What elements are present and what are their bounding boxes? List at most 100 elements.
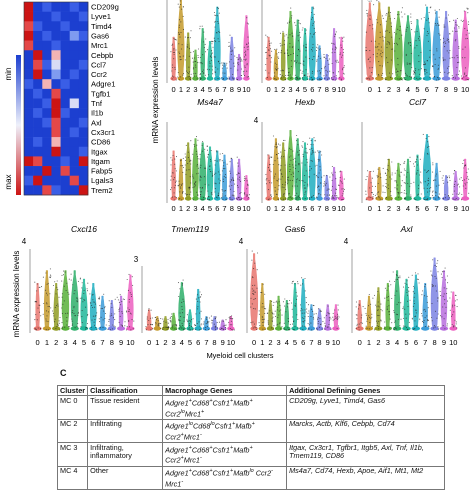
data-point — [247, 47, 248, 48]
heatmap-cell — [33, 127, 42, 137]
data-point — [284, 40, 285, 41]
data-point — [458, 27, 459, 28]
data-point — [319, 78, 320, 79]
data-point — [366, 50, 367, 51]
data-point — [185, 160, 186, 161]
data-point — [395, 173, 396, 174]
data-point — [319, 79, 320, 80]
x-tick-label: 3 — [396, 204, 400, 213]
violin-base — [236, 196, 243, 200]
data-point — [221, 197, 222, 198]
data-point — [239, 199, 240, 200]
data-point — [317, 44, 318, 45]
data-point — [382, 15, 383, 16]
data-point — [63, 274, 64, 275]
data-point — [208, 321, 209, 322]
data-point — [428, 178, 429, 179]
data-point — [318, 323, 319, 324]
data-point — [238, 197, 239, 198]
data-point — [274, 178, 275, 179]
data-point — [455, 181, 456, 182]
data-point — [365, 179, 366, 180]
data-point — [243, 73, 244, 74]
data-point — [279, 322, 280, 323]
data-point — [181, 9, 182, 10]
data-point — [432, 164, 433, 165]
data-point — [66, 324, 67, 325]
data-point — [327, 188, 328, 189]
data-point — [384, 327, 385, 328]
data-point — [190, 79, 191, 80]
data-point — [444, 46, 445, 47]
data-point — [407, 301, 408, 302]
data-point — [297, 281, 298, 282]
violin-cluster-3 — [396, 163, 400, 200]
data-point — [302, 73, 303, 74]
data-point — [425, 199, 426, 200]
data-point — [428, 136, 429, 137]
data-point — [129, 299, 130, 300]
data-point — [278, 164, 279, 165]
data-point — [328, 313, 329, 314]
x-tick-label: 0 — [36, 338, 40, 347]
data-point — [312, 311, 313, 312]
data-point — [439, 194, 440, 195]
heatmap-cell — [51, 50, 60, 60]
data-point — [185, 59, 186, 60]
data-point — [121, 311, 122, 312]
x-tick-label: 6 — [425, 204, 429, 213]
data-point — [292, 164, 293, 165]
data-point — [232, 177, 233, 178]
data-point — [400, 70, 401, 71]
violin-cluster-8 — [443, 11, 450, 80]
data-point — [294, 185, 295, 186]
data-point — [371, 314, 372, 315]
data-point — [223, 181, 224, 182]
data-point — [422, 315, 423, 316]
data-point — [289, 300, 290, 301]
data-point — [295, 168, 296, 169]
data-point — [339, 77, 340, 78]
data-point — [300, 23, 301, 24]
data-point — [389, 44, 390, 45]
data-point — [184, 321, 185, 322]
data-point — [428, 170, 429, 171]
data-point — [282, 75, 283, 76]
heatmap-cell — [70, 118, 79, 128]
data-point — [410, 17, 411, 18]
data-point — [367, 317, 368, 318]
gene-label: Fabp5 — [91, 167, 113, 176]
data-point — [429, 50, 430, 51]
data-point — [241, 75, 242, 76]
data-point — [173, 49, 174, 50]
x-tick-label: 7 — [435, 204, 439, 213]
data-point — [458, 62, 459, 63]
data-point — [400, 164, 401, 165]
data-point — [128, 320, 129, 321]
data-point — [370, 57, 371, 58]
data-point — [230, 161, 231, 162]
x-tick-label: 8 — [433, 338, 437, 347]
data-point — [457, 299, 458, 300]
data-point — [408, 291, 409, 292]
data-point — [455, 40, 456, 41]
data-point — [254, 291, 255, 292]
data-point — [456, 193, 457, 194]
data-point — [335, 60, 336, 61]
data-point — [432, 275, 433, 276]
heatmap-cell — [79, 127, 88, 137]
data-point — [400, 302, 401, 303]
data-point — [445, 313, 446, 314]
data-point — [410, 161, 411, 162]
data-point — [377, 315, 378, 316]
data-point — [468, 168, 469, 169]
data-point — [182, 285, 183, 286]
data-point — [382, 192, 383, 193]
data-point — [452, 57, 453, 58]
data-point — [291, 60, 292, 61]
data-point — [464, 57, 465, 58]
data-point — [207, 326, 208, 327]
data-point — [292, 186, 293, 187]
data-point — [465, 184, 466, 185]
